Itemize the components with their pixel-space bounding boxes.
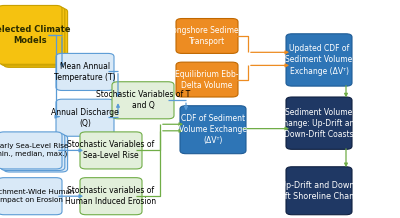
Text: Selected Climate
Models: Selected Climate Models [0, 25, 70, 45]
Text: Stochastic Variables of
Sea-Level Rise: Stochastic Variables of Sea-Level Rise [67, 140, 155, 160]
Text: Stochastic Variables of T
and Q: Stochastic Variables of T and Q [96, 90, 190, 110]
FancyBboxPatch shape [1, 7, 65, 66]
FancyBboxPatch shape [286, 34, 352, 86]
Text: CDF of Sediment
Volume Exchange
(ΔVᵀ): CDF of Sediment Volume Exchange (ΔVᵀ) [179, 114, 247, 145]
Text: Catchment-Wide Human
Impact on Erosion: Catchment-Wide Human Impact on Erosion [0, 189, 74, 203]
Text: Yearly Sea-Level Rise
(min., median, max.): Yearly Sea-Level Rise (min., median, max… [0, 143, 68, 157]
Text: Equilibrium Ebb-
Delta Volume: Equilibrium Ebb- Delta Volume [175, 70, 239, 90]
Text: Annual Discharge
(Q): Annual Discharge (Q) [51, 108, 119, 128]
Text: Mean Annual
Temperature (T): Mean Annual Temperature (T) [54, 62, 116, 82]
FancyBboxPatch shape [56, 53, 114, 90]
Text: Longshore Sediment
Transport: Longshore Sediment Transport [168, 26, 246, 46]
FancyBboxPatch shape [80, 178, 142, 215]
Text: Up-Drift and Down-
Drift Shoreline Change: Up-Drift and Down- Drift Shoreline Chang… [273, 181, 365, 201]
FancyBboxPatch shape [0, 132, 62, 169]
FancyBboxPatch shape [180, 106, 246, 154]
Text: Sediment Volume
Change: Up-Drift and
Down-Drift Coasts: Sediment Volume Change: Up-Drift and Dow… [278, 107, 360, 139]
FancyBboxPatch shape [176, 62, 238, 97]
FancyBboxPatch shape [112, 82, 174, 119]
FancyBboxPatch shape [0, 178, 62, 215]
FancyBboxPatch shape [0, 5, 62, 64]
Text: Updated CDF of
Sediment Volume
Exchange (ΔVᵀ): Updated CDF of Sediment Volume Exchange … [285, 44, 353, 76]
FancyBboxPatch shape [56, 99, 114, 136]
FancyBboxPatch shape [176, 19, 238, 53]
FancyBboxPatch shape [80, 132, 142, 169]
FancyBboxPatch shape [286, 167, 352, 215]
FancyBboxPatch shape [4, 135, 68, 172]
FancyBboxPatch shape [4, 9, 68, 67]
FancyBboxPatch shape [286, 97, 352, 149]
Text: Stochastic variables of
Human Induced Erosion: Stochastic variables of Human Induced Er… [66, 186, 156, 206]
FancyBboxPatch shape [1, 133, 65, 170]
